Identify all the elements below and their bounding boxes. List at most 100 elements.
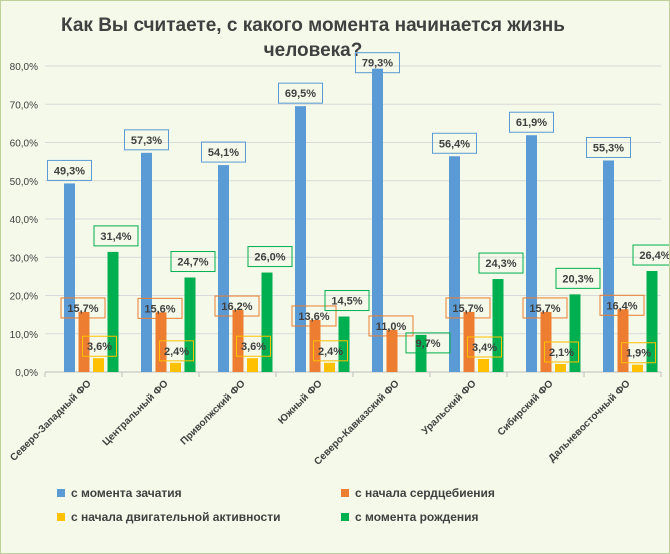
y-tick-label: 60,0% xyxy=(10,139,38,150)
data-label: 55,3% xyxy=(593,142,624,154)
data-label: 61,9% xyxy=(516,117,547,129)
legend-label: с начала двигательной активности xyxy=(71,510,280,524)
data-label-box xyxy=(555,267,601,289)
bar-3 xyxy=(261,272,273,372)
x-tick-label: Приволжский ФО xyxy=(179,378,248,447)
bar-1 xyxy=(232,310,244,372)
data-label: 16,4% xyxy=(606,300,637,312)
data-label: 1,9% xyxy=(626,348,651,360)
data-label: 11,0% xyxy=(376,321,407,333)
data-label-box xyxy=(432,132,477,154)
data-label: 69,5% xyxy=(285,88,316,100)
data-label-box xyxy=(467,336,502,358)
bar-2 xyxy=(478,358,489,372)
bar-1 xyxy=(463,311,475,372)
data-label: 57,3% xyxy=(131,135,162,147)
x-tick-label: Южный ФО xyxy=(276,378,324,426)
data-label: 2,1% xyxy=(549,347,574,359)
bar-0 xyxy=(526,135,537,372)
data-label: 3,6% xyxy=(87,341,112,353)
data-label: 15,7% xyxy=(452,303,483,315)
data-label-box xyxy=(159,340,194,362)
legend-swatch xyxy=(341,513,349,521)
data-label: 31,4% xyxy=(100,231,131,243)
data-label-box xyxy=(509,111,554,133)
y-tick-label: 80,0% xyxy=(10,62,38,73)
data-label: 15,7% xyxy=(529,303,560,315)
data-label: 56,4% xyxy=(439,138,470,150)
x-tick-label: Северо-Западный ФО xyxy=(8,378,93,463)
legend-swatch xyxy=(57,513,65,521)
data-label-box xyxy=(137,297,183,319)
x-tick-label: Дальневосточный ФО xyxy=(547,378,633,464)
data-label-box xyxy=(599,294,645,316)
legend-swatch xyxy=(341,489,349,497)
data-label: 26,4% xyxy=(639,250,669,262)
data-label: 24,3% xyxy=(485,258,516,270)
y-tick-label: 10,0% xyxy=(10,330,38,341)
data-label: 49,3% xyxy=(54,165,85,177)
data-label-box xyxy=(621,342,656,364)
bar-3 xyxy=(107,251,119,372)
y-tick-label: 30,0% xyxy=(10,253,38,264)
x-tick-label: Уральский ФО xyxy=(420,378,479,437)
bar-1 xyxy=(155,312,167,372)
data-label-box xyxy=(586,136,631,158)
data-label: 24,7% xyxy=(177,257,208,269)
bar-0 xyxy=(449,156,460,372)
data-label-box xyxy=(201,141,246,163)
x-tick-label: Центральный ФО xyxy=(101,378,171,448)
data-label-box xyxy=(278,82,323,104)
bar-0 xyxy=(64,183,75,372)
data-label: 13,6% xyxy=(298,311,329,323)
data-label: 54,1% xyxy=(208,147,239,159)
bar-3 xyxy=(646,271,658,372)
bar-1 xyxy=(617,309,629,372)
bar-0 xyxy=(603,160,614,372)
data-label-box xyxy=(236,335,271,357)
data-label-box xyxy=(405,332,451,354)
data-label: 26,0% xyxy=(254,252,285,264)
bar-2 xyxy=(632,364,643,372)
y-tick-label: 20,0% xyxy=(10,292,38,303)
bar-3 xyxy=(184,277,196,372)
bar-1 xyxy=(309,319,321,372)
data-label-box xyxy=(445,297,491,319)
data-label-box xyxy=(544,341,579,363)
legend-label: с момента зачатия xyxy=(71,486,182,500)
data-label-box xyxy=(124,129,169,151)
data-label-box xyxy=(522,297,568,319)
data-label-box xyxy=(368,315,414,337)
data-label-box xyxy=(170,251,216,273)
data-label-box xyxy=(291,305,337,327)
y-tick-label: 40,0% xyxy=(10,215,38,226)
bar-0 xyxy=(372,68,383,373)
bar-2 xyxy=(324,362,335,372)
y-tick-label: 50,0% xyxy=(10,177,38,188)
data-label: 2,4% xyxy=(318,346,343,358)
data-label: 15,6% xyxy=(144,303,175,315)
data-label-box xyxy=(247,246,293,268)
bar-3 xyxy=(569,294,581,372)
legend-label: с начала сердцебиения xyxy=(355,486,495,500)
bar-0 xyxy=(141,152,152,372)
bar-0 xyxy=(295,106,306,372)
bar-3 xyxy=(338,316,350,372)
bar-2 xyxy=(247,358,258,372)
bar-2 xyxy=(93,358,104,372)
data-label-box xyxy=(632,244,669,266)
y-tick-label: 0,0% xyxy=(15,368,38,379)
data-label: 3,6% xyxy=(241,341,266,353)
data-label-box xyxy=(82,335,117,357)
bar-3 xyxy=(492,279,504,372)
data-label: 16,2% xyxy=(221,301,252,313)
data-label-box xyxy=(47,159,92,181)
chart-title-line: человека? xyxy=(264,40,363,61)
data-label-box xyxy=(214,295,260,317)
data-label-box xyxy=(313,340,348,362)
chart-title-line: Как Вы считаете, с какого момента начина… xyxy=(61,15,565,36)
bar-0 xyxy=(218,165,229,372)
data-label: 20,3% xyxy=(562,273,593,285)
